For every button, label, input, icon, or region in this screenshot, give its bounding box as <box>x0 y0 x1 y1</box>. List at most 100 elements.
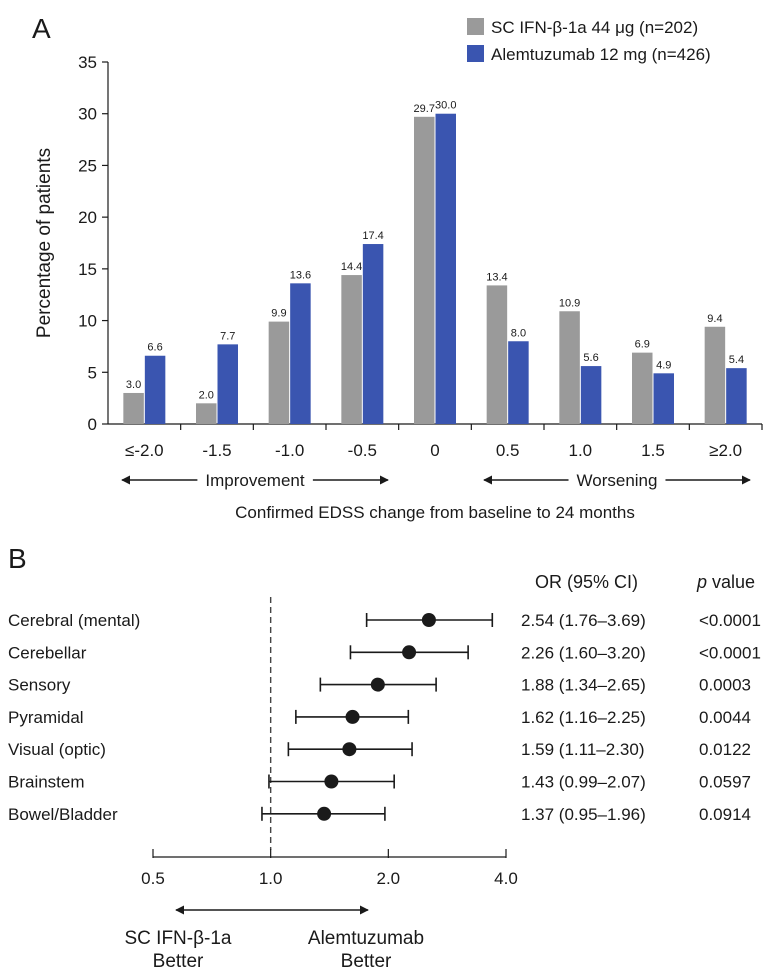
favours-left-line2: Better <box>153 951 204 972</box>
y-tick-label: 5 <box>88 363 97 382</box>
or-ci-value: 1.43 (0.99–2.07) <box>521 773 646 792</box>
bar-sc-ifn <box>414 116 435 425</box>
bar-data-label: 6.6 <box>147 342 162 354</box>
x-category-label: 0.5 <box>496 441 520 460</box>
y-tick-label: 20 <box>78 208 97 227</box>
label-background <box>197 469 313 492</box>
p-value: <0.0001 <box>699 643 761 662</box>
p-value: 0.0914 <box>699 805 751 824</box>
row-label: Pyramidal <box>8 708 84 727</box>
worsening-label: Worsening <box>577 471 658 490</box>
point-estimate <box>345 709 360 724</box>
bar-data-label: 9.9 <box>271 308 286 320</box>
bar-data-label: 10.9 <box>559 297 580 309</box>
bar-sc-ifn <box>632 352 653 424</box>
bar-alemtuzumab <box>726 368 747 424</box>
bar-data-label: 17.4 <box>362 230 383 242</box>
row-label: Cerebellar <box>8 643 87 662</box>
legend-swatch <box>467 18 484 35</box>
bar-sc-ifn <box>341 275 362 424</box>
bar-alemtuzumab <box>217 344 238 424</box>
point-estimate <box>402 645 417 660</box>
or-ci-value: 1.37 (0.95–1.96) <box>521 805 646 824</box>
point-estimate <box>421 613 436 627</box>
bar-data-label: 13.6 <box>290 269 311 281</box>
bar-alemtuzumab <box>508 341 529 424</box>
favours-left-line1: SC IFN-β-1a <box>125 928 232 949</box>
panel-b-forest-plot: OR (95% CI) p value Cerebral (mental) 2.54 … <box>8 572 761 972</box>
forest-x-tick-label: 1.0 <box>259 869 283 888</box>
panel-a-letter: A <box>32 13 51 44</box>
y-tick-label: 25 <box>78 156 97 175</box>
panel-b-letter: B <box>8 543 27 574</box>
label-background <box>568 469 666 492</box>
x-category-label: 0 <box>430 441 439 460</box>
bar-sc-ifn <box>559 311 580 424</box>
bar-data-label: 13.4 <box>486 271 507 283</box>
bar-data-label: 7.7 <box>220 330 235 342</box>
bar-data-label: 4.9 <box>656 359 671 371</box>
bar-data-label: 6.9 <box>635 339 650 351</box>
p-value: <0.0001 <box>699 611 761 630</box>
p-value: 0.0122 <box>699 740 751 759</box>
x-category-label: 1.5 <box>641 441 665 460</box>
x-category-label: ≥2.0 <box>709 441 742 460</box>
bar-alemtuzumab <box>290 283 311 424</box>
bar-sc-ifn <box>268 321 290 424</box>
bar-sc-ifn <box>486 285 508 424</box>
bar-data-label: 14.4 <box>341 261 362 273</box>
bar-data-label: 5.4 <box>729 354 744 366</box>
bar-alemtuzumab <box>653 373 674 424</box>
forest-x-tick-label: 0.5 <box>141 869 165 888</box>
bar-data-label: 3.0 <box>126 379 141 391</box>
point-estimate <box>324 774 339 789</box>
point-estimate <box>370 677 385 692</box>
row-label: Brainstem <box>8 773 85 792</box>
bar-alemtuzumab <box>435 113 456 424</box>
bar-data-label: 5.6 <box>583 352 598 364</box>
or-ci-value: 1.88 (1.34–2.65) <box>521 676 646 695</box>
bar-alemtuzumab <box>362 244 384 424</box>
or-ci-value: 1.62 (1.16–2.25) <box>521 708 646 727</box>
row-label: Cerebral (mental) <box>8 611 140 630</box>
y-tick-label: 15 <box>78 260 97 279</box>
x-category-label: 1.0 <box>569 441 593 460</box>
bar-data-label: 9.4 <box>707 313 722 325</box>
x-axis-title: Confirmed EDSS change from baseline to 2… <box>235 503 635 522</box>
bar-alemtuzumab <box>144 355 166 424</box>
p-italic: p <box>696 572 707 592</box>
column-header-or: OR (95% CI) <box>535 572 638 592</box>
bar-data-label: 2.0 <box>199 389 214 401</box>
row-label: Bowel/Bladder <box>8 805 118 824</box>
bar-sc-ifn <box>704 326 726 424</box>
favours-right-line1: Alemtuzumab <box>308 928 424 949</box>
p-value: 0.0044 <box>699 708 751 727</box>
row-label: Sensory <box>8 676 71 695</box>
favours-right-line2: Better <box>341 951 392 972</box>
x-category-label: -0.5 <box>348 441 377 460</box>
y-tick-label: 10 <box>78 312 97 331</box>
bar-alemtuzumab <box>580 366 602 424</box>
y-tick-label: 30 <box>78 105 97 124</box>
point-estimate <box>317 806 332 821</box>
row-label: Visual (optic) <box>8 740 106 759</box>
y-tick-label: 0 <box>88 415 97 434</box>
bar-sc-ifn <box>123 392 144 424</box>
legend-label: Alemtuzumab 12 mg (n=426) <box>491 45 711 64</box>
y-tick-label: 35 <box>78 53 97 72</box>
column-header-p-value: p value <box>696 572 755 592</box>
point-estimate <box>342 742 357 757</box>
improvement-label: Improvement <box>205 471 304 490</box>
x-category-label: -1.5 <box>202 441 231 460</box>
bar-data-label: 30.0 <box>435 100 456 112</box>
p-value-suffix: value <box>707 572 755 592</box>
legend-swatch <box>467 45 484 62</box>
or-ci-value: 2.26 (1.60–3.20) <box>521 643 646 662</box>
x-category-label: -1.0 <box>275 441 304 460</box>
bar-data-label: 8.0 <box>511 327 526 339</box>
or-ci-value: 1.59 (1.11–2.30) <box>521 740 645 759</box>
p-value: 0.0003 <box>699 676 751 695</box>
y-axis-title: Percentage of patients <box>34 148 55 338</box>
bar-data-label: 29.7 <box>414 103 435 115</box>
